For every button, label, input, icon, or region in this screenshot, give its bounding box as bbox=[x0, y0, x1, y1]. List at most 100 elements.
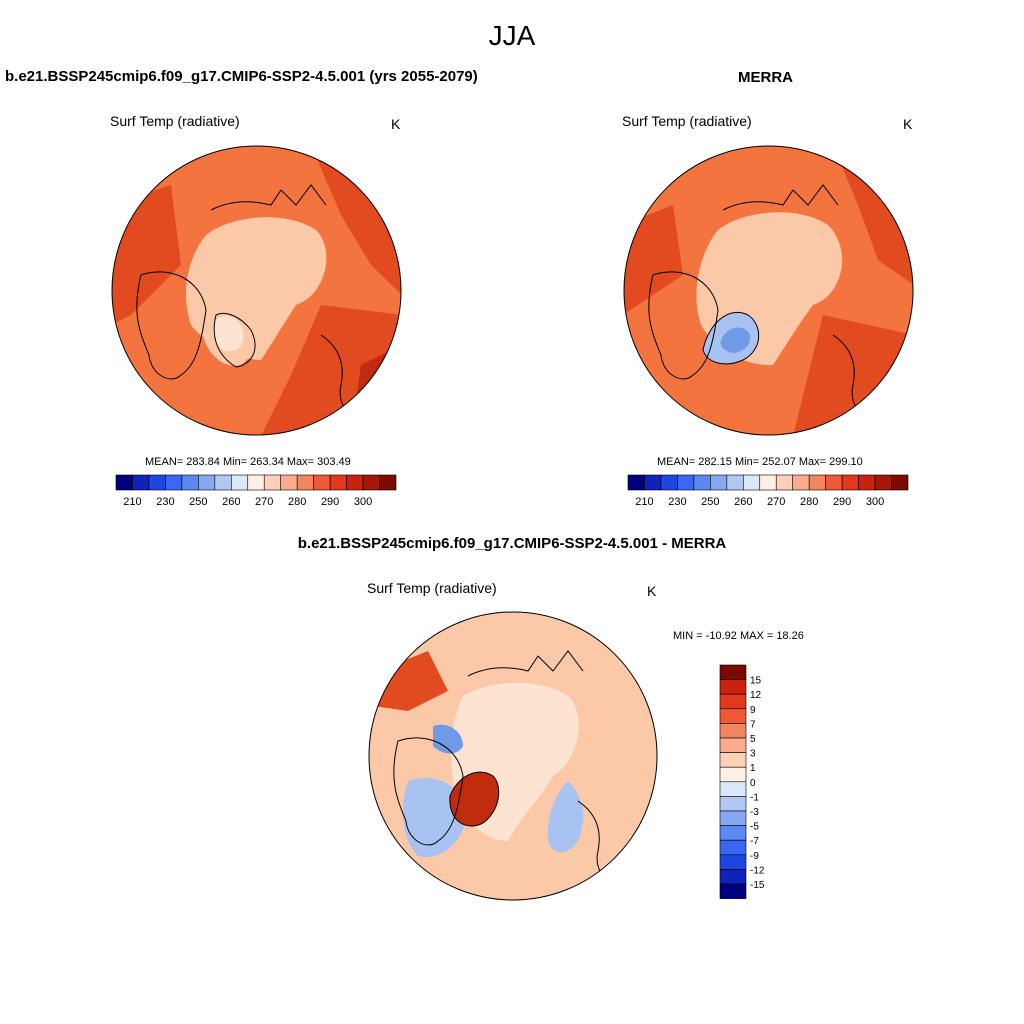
cold-bias-region-east bbox=[547, 781, 584, 853]
colorbar-tick-label: 280 bbox=[800, 496, 818, 508]
colorbar-box bbox=[148, 474, 166, 491]
colorbar-box bbox=[677, 474, 695, 491]
colorbar-tick-label: 250 bbox=[189, 496, 207, 508]
colorbar-tick-label: 270 bbox=[255, 496, 273, 508]
colorbar-box bbox=[792, 474, 810, 491]
obs-units-label: K bbox=[903, 116, 913, 132]
colorbar-tick-labels: 210 230 250 260 270 280 290 300 bbox=[635, 496, 884, 508]
colorbar-boxes bbox=[719, 664, 747, 899]
colorbar-tick-labels: 15 12 9 7 5 3 1 0 -1 -3 -5 -7 -9 -12 -15 bbox=[750, 676, 765, 891]
colorbar-box bbox=[775, 474, 794, 491]
colorbar-box bbox=[313, 474, 331, 491]
colorbar-tick-label: -7 bbox=[750, 836, 759, 847]
colorbar-tick-label: 260 bbox=[222, 496, 240, 508]
greenland-coast bbox=[449, 771, 500, 827]
colorbar-box bbox=[726, 474, 744, 491]
siberia-coast bbox=[722, 184, 839, 211]
colorbar-box bbox=[719, 766, 747, 783]
obs-stats: MEAN= 282.15 Min= 252.07 Max= 299.10 bbox=[657, 456, 863, 468]
colorbar-tick-label: 270 bbox=[767, 496, 785, 508]
colorbar-box bbox=[660, 474, 678, 491]
colorbar-tick-label: 230 bbox=[156, 496, 174, 508]
colorbar-box bbox=[719, 664, 747, 680]
obs-variable-label: Surf Temp (radiative) bbox=[622, 113, 752, 129]
colorbar-tick-label: -3 bbox=[750, 807, 759, 818]
colorbar-tick-label: 260 bbox=[734, 496, 752, 508]
obs-map bbox=[623, 145, 914, 436]
colorbar-tick-label: 300 bbox=[354, 496, 372, 508]
diff-colorbar: 15 12 9 7 5 3 1 0 -1 -3 -5 -7 -9 -12 -15 bbox=[719, 664, 765, 899]
colorbar-box bbox=[858, 474, 876, 491]
colorbar-box bbox=[719, 883, 747, 899]
map-border bbox=[111, 145, 402, 436]
colorbar-box bbox=[346, 474, 364, 491]
colorbar-tick-label: 1 bbox=[750, 763, 756, 774]
colorbar-box bbox=[841, 474, 859, 491]
diff-variable-label: Surf Temp (radiative) bbox=[367, 580, 497, 596]
colorbar-box bbox=[132, 474, 150, 491]
greenland-coast bbox=[702, 312, 760, 365]
warm-region-west bbox=[624, 205, 683, 315]
colorbar-tick-label: 250 bbox=[701, 496, 719, 508]
model-colorbar: 210 230 250 260 270 280 290 300 bbox=[115, 474, 397, 508]
greenland-deep-blue-region bbox=[720, 327, 751, 353]
colorbar-box bbox=[874, 474, 892, 491]
colorbar-tick-label: 3 bbox=[750, 749, 756, 760]
colorbar-box bbox=[719, 679, 747, 695]
siberia-coast bbox=[210, 184, 327, 211]
colorbar-box bbox=[710, 474, 728, 491]
colorbar-box bbox=[115, 474, 133, 491]
model-units-label: K bbox=[391, 116, 401, 132]
colorbar-box bbox=[719, 854, 747, 870]
colorbar-tick-label: 210 bbox=[635, 496, 653, 508]
colorbar-tick-label: -15 bbox=[750, 880, 765, 891]
colorbar-box bbox=[719, 781, 747, 797]
colorbar-tick-label: -5 bbox=[750, 822, 759, 833]
colorbar-box bbox=[362, 474, 380, 491]
colorbar-box bbox=[296, 474, 314, 491]
colorbar-box bbox=[719, 869, 747, 885]
diff-units-label: K bbox=[647, 583, 657, 599]
colorbar-tick-label: 0 bbox=[750, 778, 756, 789]
colorbar-box bbox=[329, 474, 347, 491]
colorbar-tick-label: -12 bbox=[750, 865, 765, 876]
colorbar-box bbox=[693, 474, 711, 491]
greenland-coast bbox=[213, 312, 256, 368]
colorbar-tick-label: 9 bbox=[750, 705, 756, 716]
colorbar-box bbox=[808, 474, 826, 491]
north-america-coast bbox=[136, 271, 207, 380]
colorbar-box bbox=[719, 810, 747, 826]
colorbar-box bbox=[719, 796, 747, 812]
colorbar-box bbox=[719, 752, 747, 768]
colorbar-box bbox=[280, 474, 298, 491]
colorbar-tick-label: 290 bbox=[321, 496, 339, 508]
colorbar-tick-label: 12 bbox=[750, 690, 762, 701]
colorbar-tick-label: 290 bbox=[833, 496, 851, 508]
colorbar-box bbox=[379, 474, 397, 491]
colorbar-box bbox=[742, 474, 761, 491]
model-panel-title: b.e21.BSSP245cmip6.f09_g17.CMIP6-SSP2-4.… bbox=[5, 68, 478, 85]
map-border bbox=[368, 611, 658, 901]
colorbar-tick-label: -1 bbox=[750, 792, 759, 803]
colorbar-tick-label: 5 bbox=[750, 734, 756, 745]
colorbar-box bbox=[263, 474, 282, 491]
model-map bbox=[111, 145, 402, 436]
colorbar-box bbox=[181, 474, 199, 491]
colorbar-box bbox=[644, 474, 662, 491]
colorbar-tick-labels: 210 230 250 260 270 280 290 300 bbox=[123, 496, 372, 508]
colorbar-box bbox=[214, 474, 232, 491]
north-america-coast bbox=[648, 271, 719, 380]
cold-bias-archipelago bbox=[433, 724, 463, 754]
diff-panel-title: b.e21.BSSP245cmip6.f09_g17.CMIP6-SSP2-4.… bbox=[297, 535, 727, 552]
colorbar-tick-label: 280 bbox=[288, 496, 306, 508]
model-variable-label: Surf Temp (radiative) bbox=[110, 113, 240, 129]
colorbar-tick-label: 210 bbox=[123, 496, 141, 508]
colorbar-box bbox=[759, 474, 777, 491]
colorbar-box bbox=[627, 474, 645, 491]
colorbar-tick-label: -9 bbox=[750, 851, 759, 862]
colorbar-boxes bbox=[627, 474, 909, 491]
colorbar-box bbox=[165, 474, 183, 491]
north-america-coast bbox=[393, 737, 464, 846]
colorbar-box bbox=[825, 474, 843, 491]
map-border bbox=[623, 145, 914, 436]
